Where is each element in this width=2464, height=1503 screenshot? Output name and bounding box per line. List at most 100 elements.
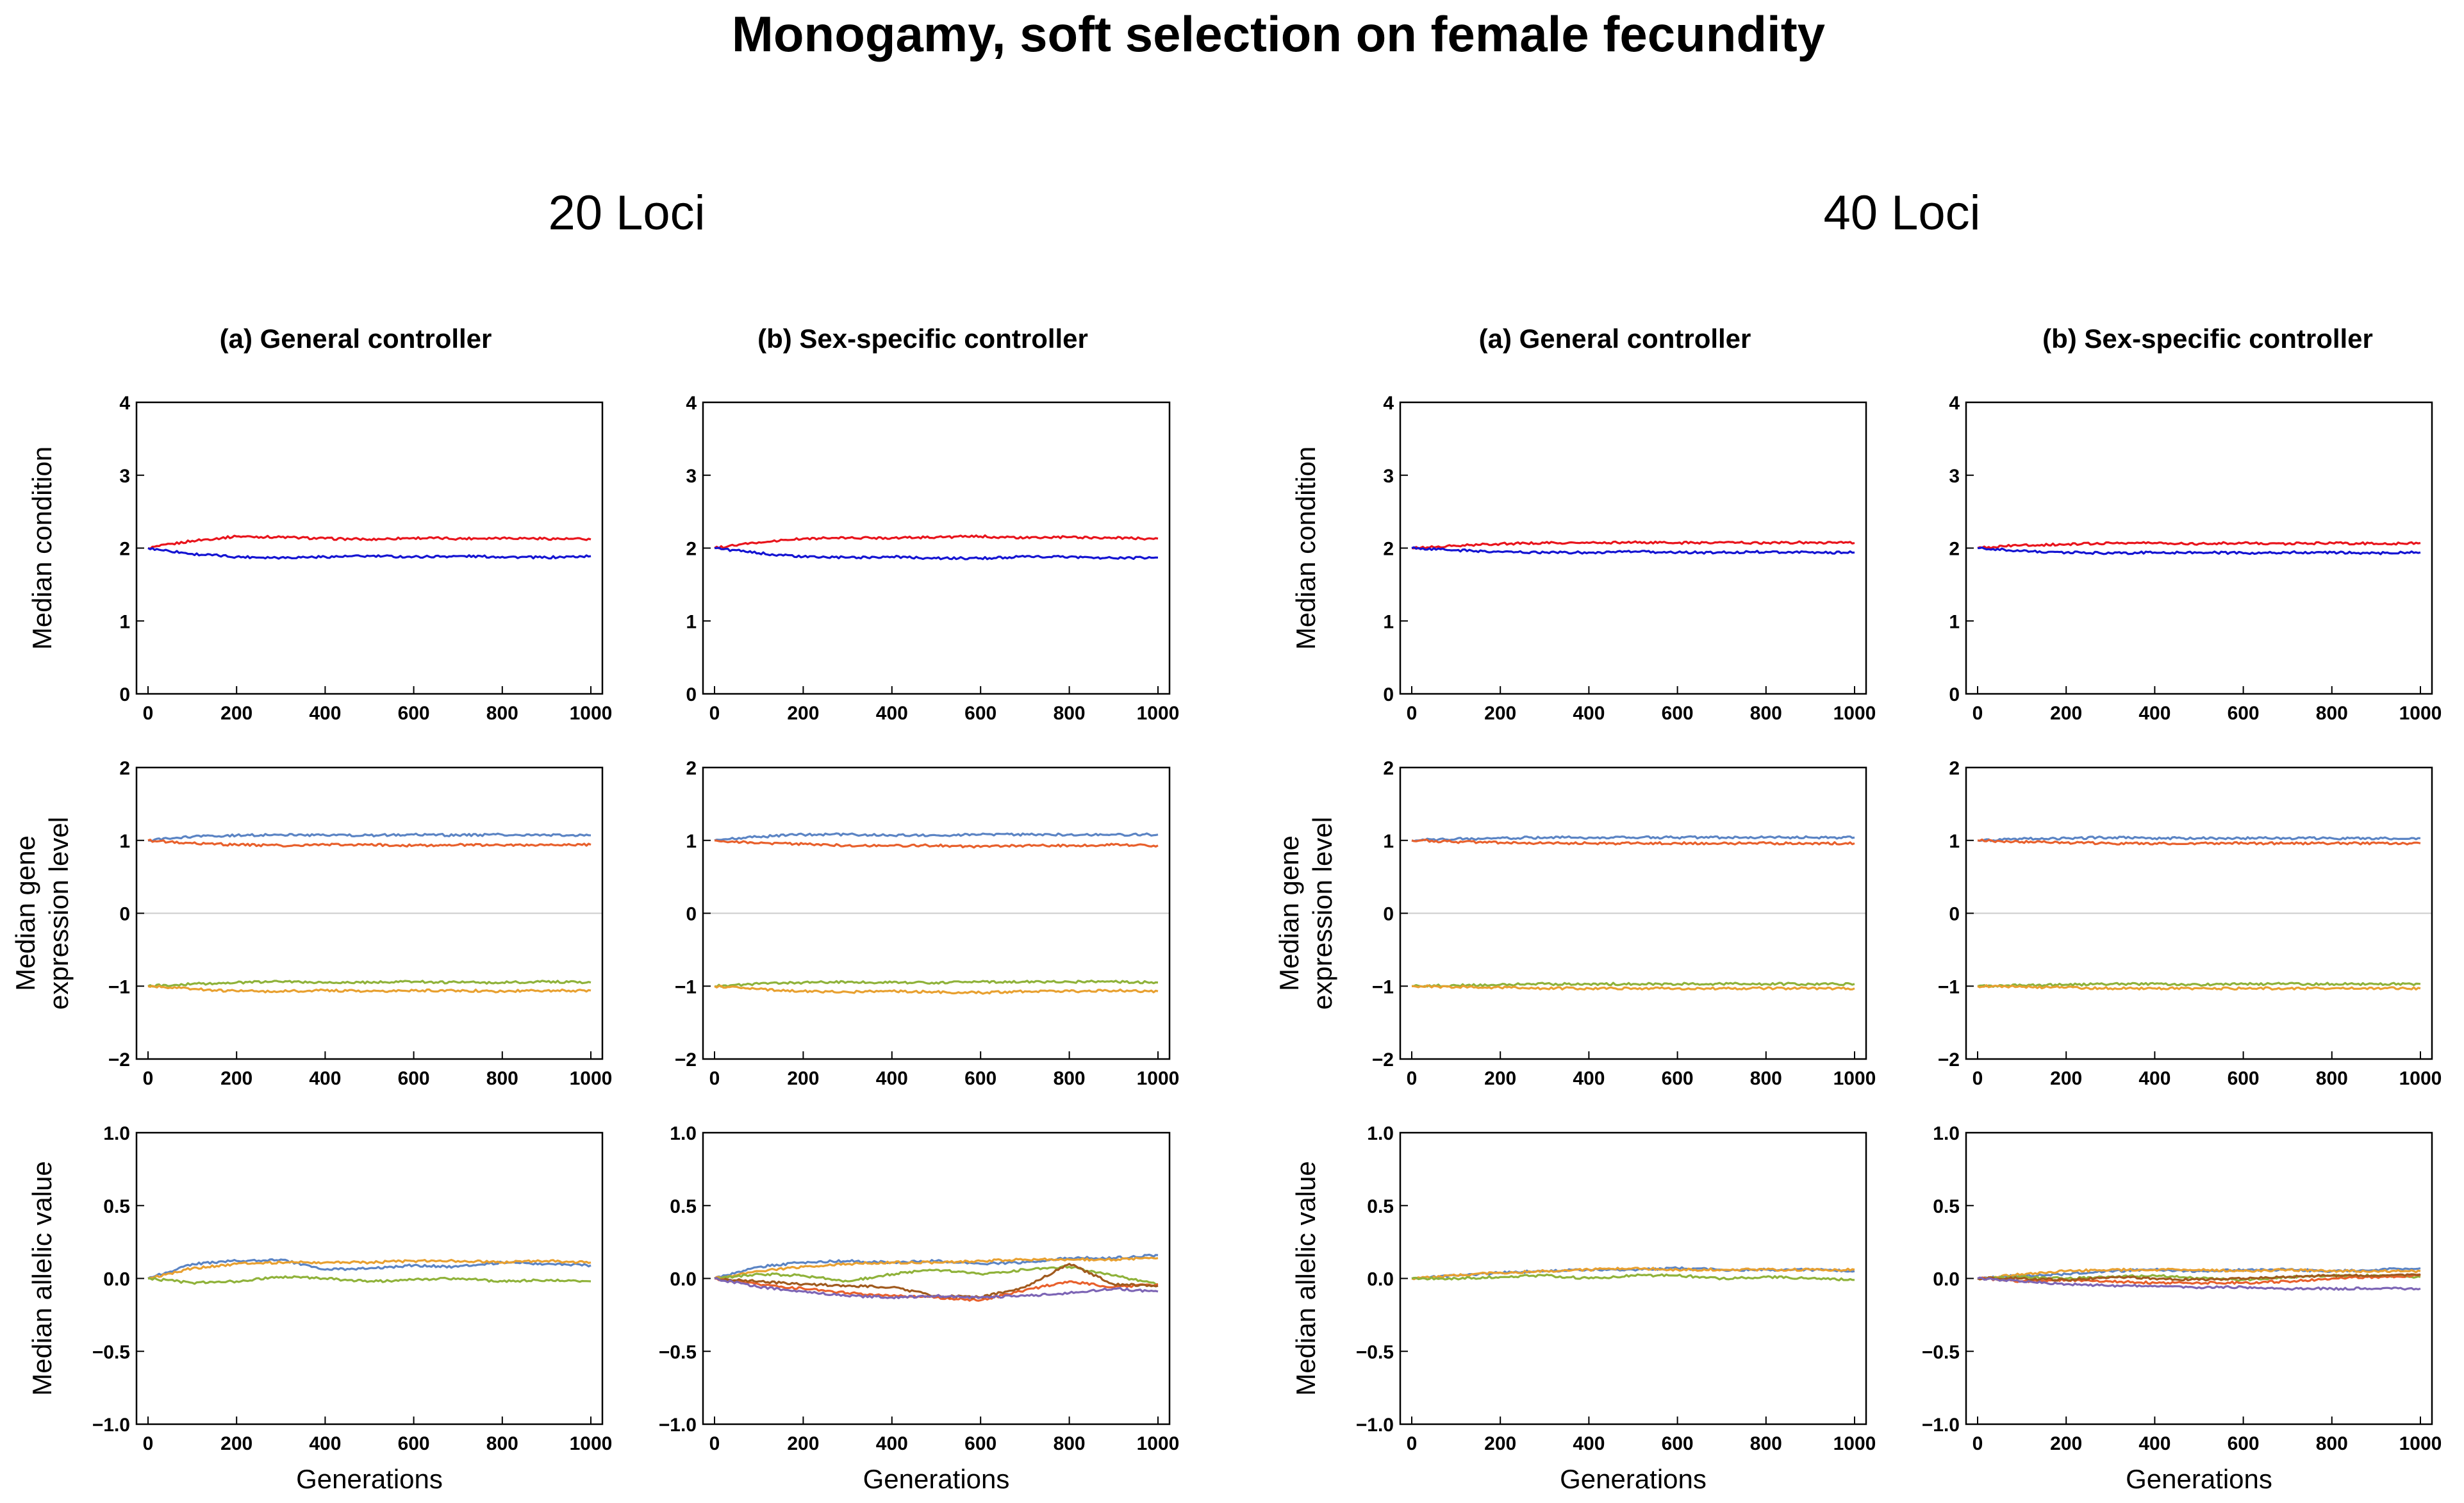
x-tick-label: 0 xyxy=(1407,703,1418,724)
series-line-1 xyxy=(1977,835,2421,842)
y-axis-label: expression level xyxy=(44,817,74,1010)
x-tick-label: 0 xyxy=(1407,1068,1418,1089)
series-line-3 xyxy=(1411,1273,1855,1282)
x-tick-label: 800 xyxy=(486,703,518,724)
y-axis-label: Median gene xyxy=(1274,835,1304,991)
series-line-2 xyxy=(715,546,1159,561)
x-axis-label: Generations xyxy=(863,1464,1010,1494)
y-axis-label: Median condition xyxy=(27,447,57,650)
y-tick-label: 0.0 xyxy=(1367,1269,1394,1290)
x-tick-label: 600 xyxy=(964,1068,996,1089)
y-tick-label: 1 xyxy=(119,831,130,852)
y-tick-label: −0.5 xyxy=(659,1342,697,1363)
x-tick-label: 0 xyxy=(1972,1433,1983,1454)
y-tick-label: −1 xyxy=(108,976,130,998)
series-line-2 xyxy=(1977,1267,2421,1280)
figure-title: Monogamy, soft selection on female fecun… xyxy=(732,6,1825,62)
column-title-4: (b) Sex-specific controller xyxy=(2042,324,2373,354)
x-tick-label: 600 xyxy=(964,703,996,724)
series-line-3 xyxy=(147,1275,591,1285)
y-tick-label: 3 xyxy=(1383,466,1394,487)
x-tick-label: 1000 xyxy=(1833,1068,1876,1089)
y-axis-label: expression level xyxy=(1307,817,1337,1010)
y-tick-label: −1 xyxy=(1938,976,1960,998)
plot-frame xyxy=(1965,401,2433,695)
x-tick-label: 800 xyxy=(1054,703,1086,724)
x-tick-label: 0 xyxy=(709,1433,720,1454)
x-tick-label: 0 xyxy=(709,1068,720,1089)
y-tick-label: 4 xyxy=(1949,393,1960,414)
y-tick-label: 0 xyxy=(1949,904,1960,925)
x-tick-label: 400 xyxy=(309,703,341,724)
plot-frame xyxy=(135,1131,604,1425)
y-tick-label: 0.5 xyxy=(1367,1196,1394,1217)
y-tick-label: −2 xyxy=(1938,1049,1960,1071)
y-tick-label: 2 xyxy=(686,539,697,560)
plot-frame xyxy=(702,1131,1171,1425)
y-tick-label: 1 xyxy=(1949,611,1960,632)
x-tick-label: 1000 xyxy=(570,1433,613,1454)
x-tick-label: 800 xyxy=(1750,1068,1782,1089)
y-tick-label: 1 xyxy=(1383,611,1394,632)
x-tick-label: 200 xyxy=(1484,1068,1516,1089)
panel-2-1: −2 −1 0 1 2 0 200 400 600 800 1000 Median gene expre… xyxy=(10,758,612,1089)
series-line-2 xyxy=(147,546,591,560)
x-tick-label: 0 xyxy=(1972,1068,1983,1089)
x-tick-label: 200 xyxy=(220,703,252,724)
x-tick-label: 600 xyxy=(964,1433,996,1454)
series-line-3 xyxy=(1977,981,2421,989)
series-line-2 xyxy=(147,839,591,848)
y-tick-label: 0 xyxy=(686,684,697,705)
y-tick-label: 0.0 xyxy=(670,1269,697,1290)
x-tick-label: 400 xyxy=(876,1068,908,1089)
y-tick-label: 0 xyxy=(119,904,130,925)
x-tick-label: 1000 xyxy=(2399,1068,2442,1089)
series-line-2 xyxy=(1978,546,2421,555)
y-tick-label: 1 xyxy=(1949,831,1960,852)
x-tick-label: 600 xyxy=(1662,703,1694,724)
x-tick-label: 400 xyxy=(1573,703,1605,724)
x-tick-label: 200 xyxy=(787,703,819,724)
x-tick-label: 1000 xyxy=(570,1068,613,1089)
series-line-4 xyxy=(147,984,591,994)
series-line-1 xyxy=(714,832,1159,842)
y-tick-label: 0 xyxy=(686,904,697,925)
x-tick-label: 1000 xyxy=(2399,703,2442,724)
group-title-20-loci: 20 Loci xyxy=(548,186,705,240)
panel-1-1: 0 1 2 3 4 0 200 400 600 800 1000 Median condition xyxy=(27,393,612,724)
y-tick-label: −2 xyxy=(675,1049,697,1071)
y-tick-label: 2 xyxy=(1949,539,1960,560)
y-tick-label: 0.5 xyxy=(103,1196,130,1217)
x-tick-label: 1000 xyxy=(1137,1433,1180,1454)
x-tick-label: 200 xyxy=(787,1433,819,1454)
series-line-3 xyxy=(1411,981,1855,988)
y-axis-label: Median allelic value xyxy=(27,1161,57,1396)
x-tick-label: 0 xyxy=(143,703,154,724)
panel-2-4: −2 −1 0 1 2 0 200 400 600 800 1000 xyxy=(1938,758,2442,1089)
plot-frame xyxy=(702,401,1171,695)
x-tick-label: 600 xyxy=(2228,1433,2260,1454)
x-tick-label: 1000 xyxy=(2399,1433,2442,1454)
x-tick-label: 800 xyxy=(2316,703,2348,724)
x-tick-label: 0 xyxy=(709,703,720,724)
panel-1-2: 0 1 2 3 4 0 200 400 600 800 1000 xyxy=(686,393,1179,724)
y-tick-label: 2 xyxy=(1383,758,1394,779)
x-tick-label: 200 xyxy=(787,1068,819,1089)
y-tick-label: 3 xyxy=(686,466,697,487)
x-tick-label: 0 xyxy=(1972,703,1983,724)
series-line-1 xyxy=(1411,835,1855,842)
y-tick-label: 0.5 xyxy=(670,1196,697,1217)
series-line-1 xyxy=(1977,541,2421,550)
x-tick-label: 1000 xyxy=(570,703,613,724)
x-tick-label: 800 xyxy=(486,1433,518,1454)
panel-2-3: −2 −1 0 1 2 0 200 400 600 800 1000 Median gene expre… xyxy=(1274,758,1876,1089)
x-tick-label: 600 xyxy=(2228,1068,2260,1089)
x-axis-label: Generations xyxy=(2126,1464,2272,1494)
y-tick-label: 2 xyxy=(686,758,697,779)
x-tick-label: 200 xyxy=(2050,703,2082,724)
x-tick-label: 600 xyxy=(398,703,430,724)
y-tick-label: 1 xyxy=(686,611,697,632)
panel-3-4: −1.0 −0.5 0.0 0.5 1.0 0 200 400 600 800 1000 Genera… xyxy=(1922,1123,2442,1494)
panel-1-4: 0 1 2 3 4 0 200 400 600 800 1000 xyxy=(1949,393,2442,724)
